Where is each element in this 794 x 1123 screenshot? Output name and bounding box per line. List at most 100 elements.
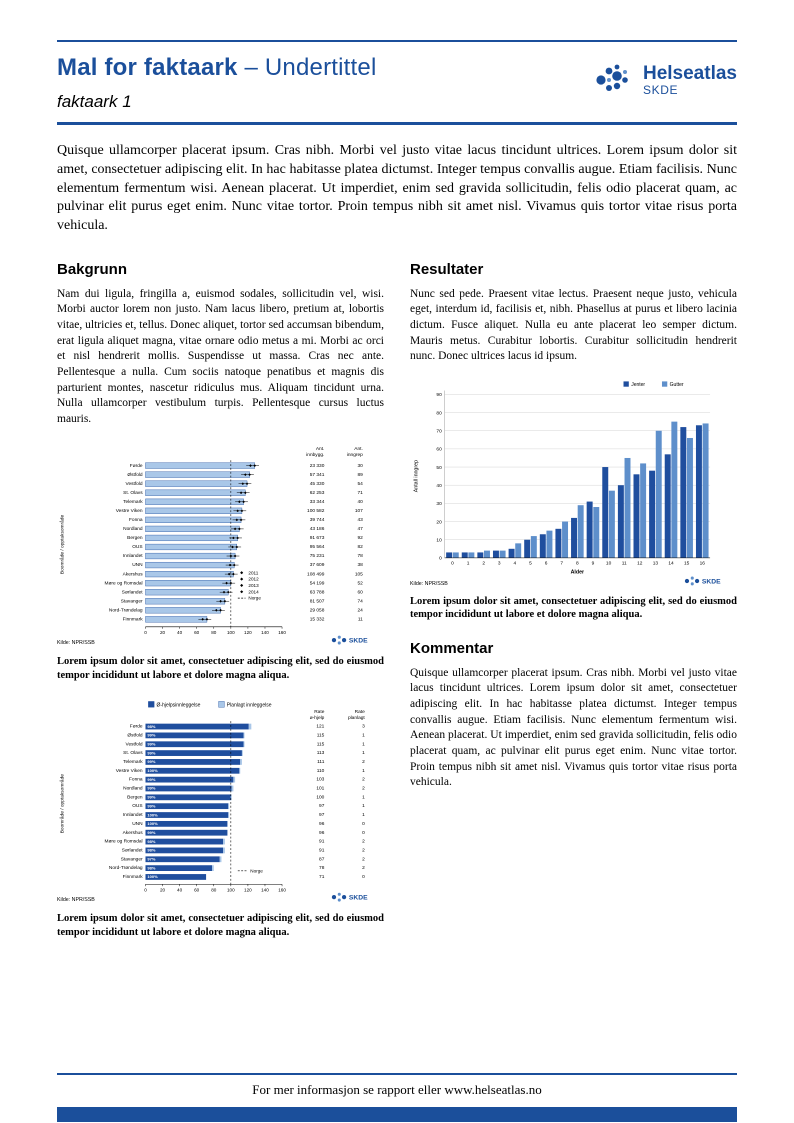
svg-text:99%: 99% <box>147 742 155 747</box>
svg-text:Alder: Alder <box>571 569 584 575</box>
svg-text:1: 1 <box>362 742 365 748</box>
svg-text:81 507: 81 507 <box>310 599 325 605</box>
svg-text:0: 0 <box>362 821 365 827</box>
svg-text:52: 52 <box>357 581 363 587</box>
svg-text:Finnmark: Finnmark <box>123 617 144 623</box>
svg-text:15 332: 15 332 <box>310 617 325 623</box>
svg-text:96: 96 <box>319 821 325 827</box>
svg-text:Telemark: Telemark <box>123 759 143 765</box>
svg-text:Møre og Romsdal: Møre og Romsdal <box>104 581 142 587</box>
svg-text:1: 1 <box>362 812 365 818</box>
svg-text:91: 91 <box>319 848 325 854</box>
svg-text:100%: 100% <box>147 768 158 773</box>
svg-text:Fonna: Fonna <box>129 777 143 783</box>
svg-text:115: 115 <box>317 742 325 748</box>
svg-text:47: 47 <box>357 526 363 532</box>
section-heading-kommentar: Kommentar <box>410 639 494 657</box>
svg-text:Ant.: Ant. <box>316 447 325 453</box>
svg-text:78: 78 <box>319 866 325 872</box>
helseatlas-logo: Helseatlas SKDE <box>592 58 737 103</box>
svg-text:98%: 98% <box>147 866 155 871</box>
svg-text:33 344: 33 344 <box>310 499 325 505</box>
svg-text:95 564: 95 564 <box>310 545 325 551</box>
svg-text:OUS: OUS <box>132 545 142 551</box>
svg-text:2014: 2014 <box>248 590 259 595</box>
svg-text:SKDE: SKDE <box>349 895 368 902</box>
chart2-svg: Ø-hjelpsinnleggelse Planlagt innleggelse B… <box>57 701 368 903</box>
svg-text:160: 160 <box>278 630 286 635</box>
chart2-caption: Lorem ipsum dolor sit amet, consectetuer… <box>57 913 384 938</box>
svg-text:Akershus: Akershus <box>123 830 144 836</box>
svg-text:1: 1 <box>362 768 365 774</box>
svg-text:92: 92 <box>357 535 363 541</box>
svg-text:30: 30 <box>357 463 363 469</box>
left-column: Bakgrunn Nam dui ligula, fringilla a, eu… <box>57 257 384 958</box>
svg-text:2: 2 <box>362 857 365 863</box>
svg-text:Østfold: Østfold <box>127 472 143 478</box>
svg-text:80: 80 <box>211 888 217 893</box>
svg-text:99%: 99% <box>147 830 155 835</box>
svg-text:8: 8 <box>576 560 579 566</box>
svg-text:Norge: Norge <box>250 869 263 874</box>
intro-paragraph: Quisque ullamcorper placerat ipsum. Cras… <box>57 143 737 233</box>
svg-text:100: 100 <box>227 630 235 635</box>
svg-text:80: 80 <box>211 630 217 635</box>
svg-text:2: 2 <box>362 839 365 845</box>
resultater-paragraph: Nunc sed pede. Praesent vitae lectus. Pr… <box>410 287 737 363</box>
svg-text:99%: 99% <box>147 795 155 800</box>
svg-text:71: 71 <box>357 490 363 496</box>
svg-text:9: 9 <box>592 560 595 566</box>
svg-text:98%: 98% <box>147 848 155 853</box>
header-divider <box>57 122 737 125</box>
svg-text:Bergen: Bergen <box>127 535 143 541</box>
chart-admissions-by-region: Ø-hjelpsinnleggelse Planlagt innleggelse B… <box>57 700 384 906</box>
svg-text:Nord-Trøndelag: Nord-Trøndelag <box>109 608 143 614</box>
svg-text:43: 43 <box>357 517 363 523</box>
svg-text:Kilde: NPR/SSB: Kilde: NPR/SSB <box>410 581 448 587</box>
svg-text:40: 40 <box>436 483 442 489</box>
svg-text:60: 60 <box>194 630 200 635</box>
logo-name: Helseatlas <box>642 62 737 84</box>
svg-text:5: 5 <box>529 560 532 566</box>
svg-text:54 199: 54 199 <box>310 581 325 587</box>
svg-text:Telemark: Telemark <box>123 499 143 505</box>
svg-text:82: 82 <box>357 545 363 551</box>
svg-text:91: 91 <box>319 839 325 845</box>
svg-text:71: 71 <box>319 874 325 880</box>
svg-text:UNN: UNN <box>132 563 143 569</box>
svg-text:101: 101 <box>316 786 324 792</box>
svg-text:97: 97 <box>319 812 325 818</box>
svg-text:Østfold: Østfold <box>127 733 143 739</box>
section-heading-resultater: Resultater <box>410 260 484 278</box>
svg-text:30: 30 <box>436 501 442 507</box>
svg-text:SKDE: SKDE <box>349 638 368 645</box>
svg-text:115: 115 <box>317 733 325 739</box>
svg-text:0: 0 <box>362 874 365 880</box>
svg-text:1: 1 <box>362 804 365 810</box>
svg-text:OUS: OUS <box>132 804 142 810</box>
svg-text:99%: 99% <box>147 804 155 809</box>
doc-label: faktaark 1 <box>57 92 132 111</box>
svg-text:99%: 99% <box>147 751 155 756</box>
top-divider <box>57 40 737 42</box>
svg-text:Gutter: Gutter <box>670 382 684 388</box>
title-block: Mal for faktaark – Undertittel faktaark … <box>57 54 376 112</box>
svg-text:70: 70 <box>436 428 442 434</box>
footer: For mer informasjon se rapport eller www… <box>57 1073 737 1123</box>
svg-text:Ø-hjelpsinnleggelse: Ø-hjelpsinnleggelse <box>157 703 201 709</box>
svg-text:Jenter: Jenter <box>631 382 645 388</box>
svg-text:96: 96 <box>319 830 325 836</box>
footer-bar <box>57 1107 737 1122</box>
chart-rate-by-region: Boområde / opptaksområde Ant. innbygg. Ant.… <box>57 441 384 649</box>
title-main: Mal for faktaark <box>57 54 238 81</box>
svg-text:98%: 98% <box>147 839 155 844</box>
svg-text:2: 2 <box>362 786 365 792</box>
svg-text:2011: 2011 <box>248 571 258 576</box>
svg-text:40: 40 <box>177 888 183 893</box>
header: Mal for faktaark – Undertittel faktaark … <box>57 42 737 122</box>
svg-text:2013: 2013 <box>248 583 259 588</box>
svg-text:3: 3 <box>498 560 501 566</box>
svg-text:89: 89 <box>357 472 363 478</box>
svg-text:10: 10 <box>606 560 612 566</box>
